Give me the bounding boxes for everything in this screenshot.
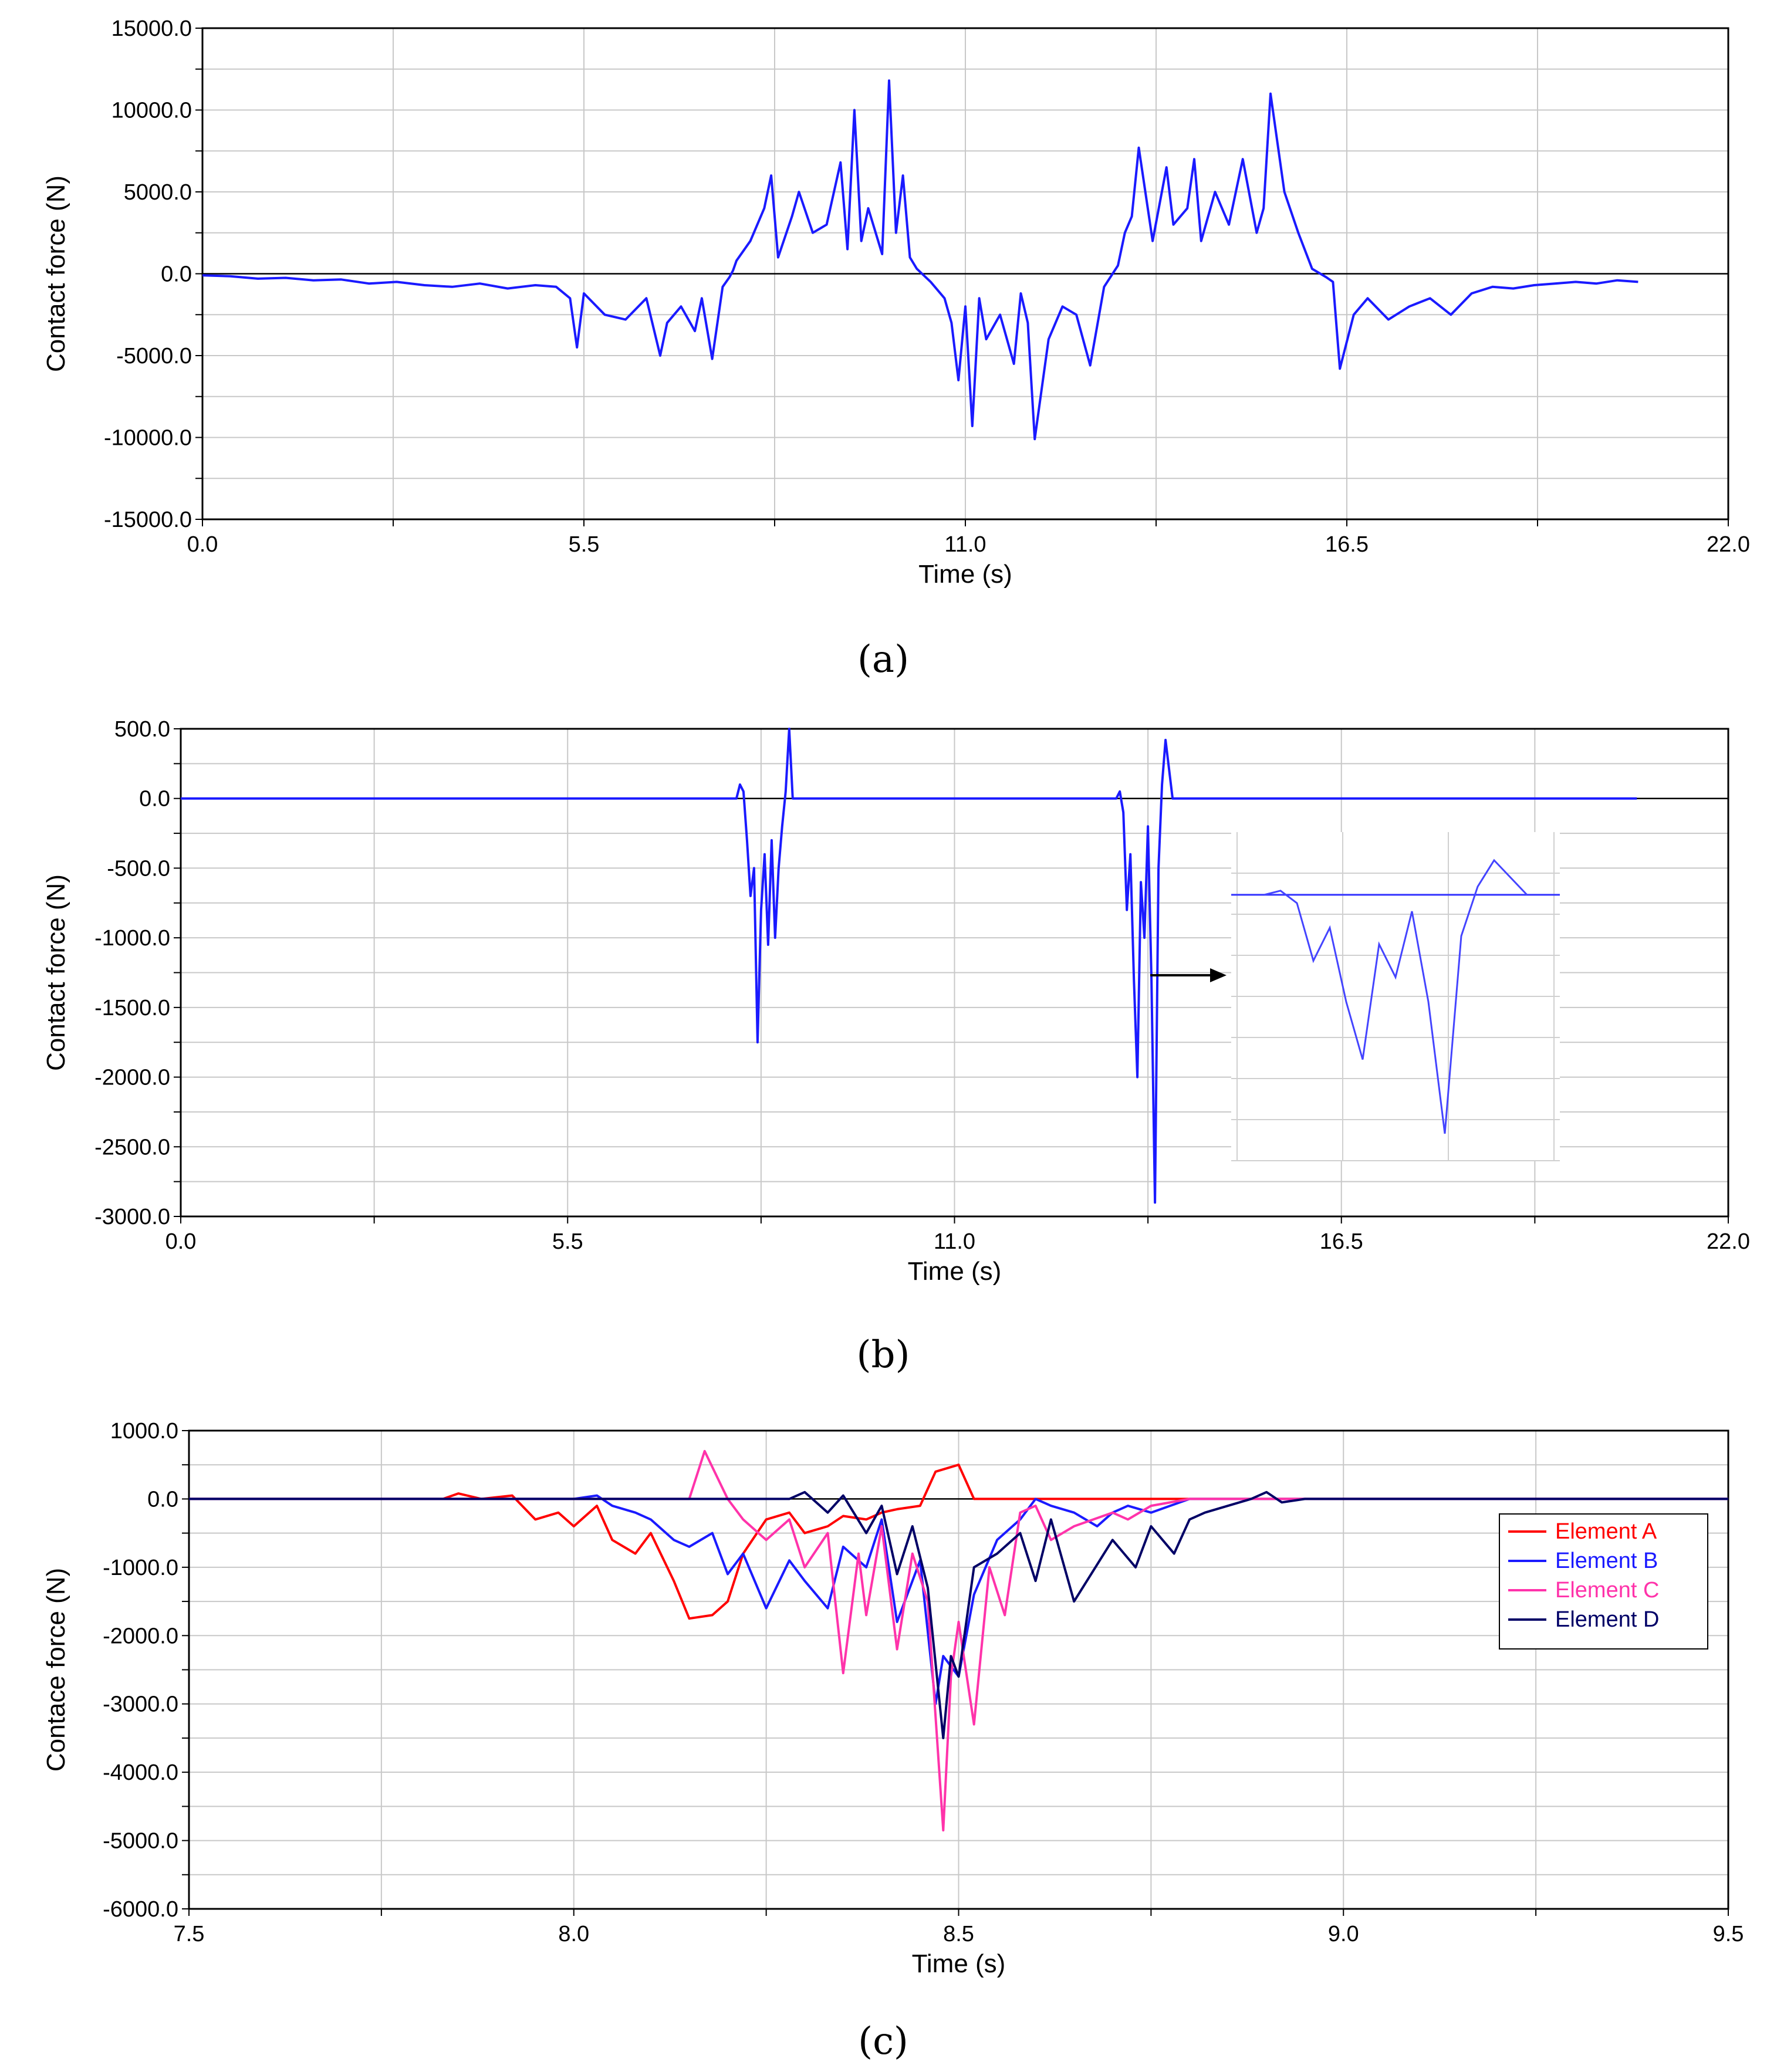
panel-b-contact-force-chart: 0.0 5.5 11.0 16.5 22.0 500.0 0.0 -500.0 -1000.0 -…	[42, 717, 1750, 1286]
series-line-contact-force	[202, 79, 1638, 441]
panel-c-contact-force-chart: 7.5 8.0 8.5 9.0 9.5 1000.0 0.0 -1000.0 -2000.0 -3…	[42, 1419, 1744, 1978]
x-tick-label: 9.5	[1713, 1922, 1744, 1946]
x-tick-label: 16.5	[1325, 532, 1369, 557]
y-tick-label: 500.0	[114, 717, 170, 742]
y-tick-label: -3000.0	[103, 1692, 178, 1717]
y-tick-label: -2000.0	[94, 1066, 170, 1090]
plot-frame	[201, 27, 1729, 520]
y-tick-label: -1500.0	[94, 996, 170, 1020]
panel-b-caption: (b)	[857, 1333, 910, 1377]
x-tick-label: 22.0	[1707, 532, 1750, 557]
y-tick-label: 10000.0	[112, 99, 192, 123]
series-line-element-b	[189, 1494, 1728, 1705]
x-tick-label: 5.5	[552, 1229, 583, 1254]
y-tick-label: -15000.0	[104, 508, 192, 532]
x-tick-label: 9.0	[1328, 1922, 1359, 1946]
x-tick-label: 8.0	[558, 1922, 589, 1946]
series-line-element-d	[189, 1490, 1728, 1739]
legend-label-element-c: Element C	[1555, 1578, 1659, 1603]
panel-a-contact-force-chart: 0.0 5.5 11.0 16.5 22.0 15000.0 10000.0 5000.0 0.…	[42, 16, 1750, 589]
inset-series-line	[1263, 858, 1528, 1134]
y-axis-label: Contact force (N)	[42, 175, 70, 372]
x-tick-label: 22.0	[1707, 1229, 1750, 1254]
panel-a-caption: (a)	[857, 638, 909, 681]
y-tick-label: 1000.0	[110, 1419, 178, 1444]
y-tick-label: -1000.0	[103, 1556, 178, 1580]
y-tick-label: 5000.0	[124, 180, 192, 205]
y-tick-label: -2500.0	[94, 1135, 170, 1160]
x-tick-label: 0.0	[165, 1229, 197, 1254]
y-tick-label: -1000.0	[94, 926, 170, 951]
inset-arrow-head	[1210, 968, 1227, 982]
x-axis-label: Time (s)	[908, 1257, 1002, 1286]
y-tick-label: -6000.0	[103, 1897, 178, 1922]
x-tick-label: 11.0	[944, 532, 986, 557]
y-tick-label: 0.0	[139, 787, 170, 812]
series-line-element-a	[189, 1463, 1728, 1620]
panel-c-caption: (c)	[858, 2020, 908, 2063]
y-tick-label: -2000.0	[103, 1624, 178, 1648]
y-tick-label: -10000.0	[104, 426, 192, 451]
series-line-element-c	[189, 1449, 1728, 1832]
y-tick-label: -5000.0	[116, 344, 192, 369]
x-tick-label: 7.5	[174, 1922, 205, 1946]
legend-label-element-a: Element A	[1555, 1519, 1657, 1544]
plot-frame	[188, 1429, 1729, 1910]
legend-label-element-b: Element B	[1555, 1549, 1658, 1573]
y-tick-label: 0.0	[161, 262, 192, 287]
x-axis-label: Time (s)	[918, 560, 1012, 589]
legend-box	[1499, 1513, 1708, 1650]
plot-frame	[180, 728, 1729, 1218]
legend-label-element-d: Element D	[1555, 1607, 1659, 1632]
y-axis-label: Contact force (N)	[42, 874, 70, 1071]
y-tick-label: -500.0	[107, 856, 170, 881]
y-tick-label: -4000.0	[103, 1760, 178, 1785]
x-tick-label: 8.5	[943, 1922, 974, 1946]
series-line-contact-force	[181, 728, 1637, 1204]
x-tick-label: 11.0	[934, 1229, 975, 1254]
y-tick-label: -5000.0	[103, 1829, 178, 1854]
x-tick-label: 16.5	[1320, 1229, 1363, 1254]
x-axis-label: Time (s)	[912, 1949, 1006, 1978]
y-tick-label: 15000.0	[112, 16, 192, 41]
y-tick-label: 0.0	[147, 1487, 178, 1512]
x-tick-label: 0.0	[187, 532, 218, 557]
x-tick-label: 5.5	[569, 532, 600, 557]
y-axis-label: Contace force (N)	[42, 1568, 70, 1772]
y-tick-label: -3000.0	[94, 1205, 170, 1229]
